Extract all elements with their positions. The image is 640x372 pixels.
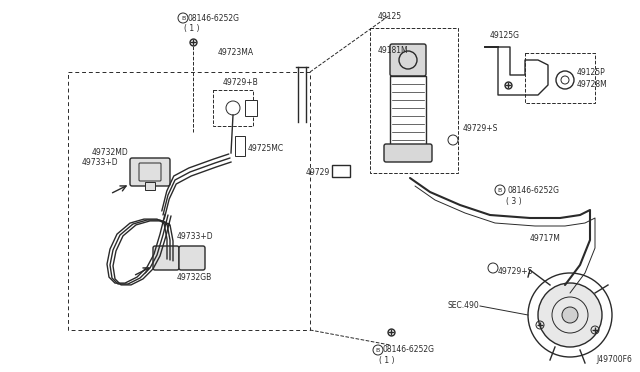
Text: 49729+S: 49729+S	[463, 124, 499, 132]
Text: ( 1 ): ( 1 )	[380, 356, 395, 365]
Text: B: B	[181, 16, 185, 20]
Bar	[235, 136, 245, 156]
Text: 49723MA: 49723MA	[218, 48, 254, 57]
Text: 49729: 49729	[306, 167, 330, 176]
Text: ( 1 ): ( 1 )	[184, 23, 200, 32]
Text: J49700F6: J49700F6	[596, 355, 632, 364]
FancyBboxPatch shape	[179, 246, 205, 270]
Bar	[213, 90, 253, 126]
Text: 49717M: 49717M	[530, 234, 561, 243]
Circle shape	[538, 283, 602, 347]
Text: 49125G: 49125G	[490, 31, 520, 39]
Text: 49729+B: 49729+B	[223, 77, 259, 87]
Bar	[245, 100, 257, 116]
Bar	[68, 72, 310, 330]
FancyBboxPatch shape	[390, 44, 426, 76]
Text: SEC.490: SEC.490	[448, 301, 480, 311]
Text: 49125: 49125	[378, 12, 402, 20]
Text: ( 3 ): ( 3 )	[506, 196, 522, 205]
Text: 49728M: 49728M	[577, 80, 608, 89]
Text: 49729+S: 49729+S	[498, 267, 533, 276]
Text: 49125P: 49125P	[577, 67, 605, 77]
Text: B: B	[376, 347, 380, 353]
FancyBboxPatch shape	[384, 144, 432, 162]
Text: 49732GB: 49732GB	[177, 273, 212, 282]
Bar	[145, 182, 155, 190]
FancyBboxPatch shape	[130, 158, 170, 186]
Text: 08146-6252G: 08146-6252G	[383, 346, 435, 355]
Bar	[332, 165, 350, 177]
Bar	[390, 76, 426, 146]
Bar	[525, 53, 595, 103]
Text: B: B	[498, 187, 502, 192]
Circle shape	[562, 307, 578, 323]
Text: 08146-6252G: 08146-6252G	[508, 186, 560, 195]
Text: 49732MD: 49732MD	[92, 148, 129, 157]
Bar	[370, 28, 458, 173]
FancyBboxPatch shape	[153, 246, 179, 270]
Text: 49181M: 49181M	[378, 45, 408, 55]
Text: 49733+D: 49733+D	[177, 231, 214, 241]
Text: 49725MC: 49725MC	[248, 144, 284, 153]
Text: 49733+D: 49733+D	[82, 157, 118, 167]
Text: 08146-6252G: 08146-6252G	[188, 13, 240, 22]
